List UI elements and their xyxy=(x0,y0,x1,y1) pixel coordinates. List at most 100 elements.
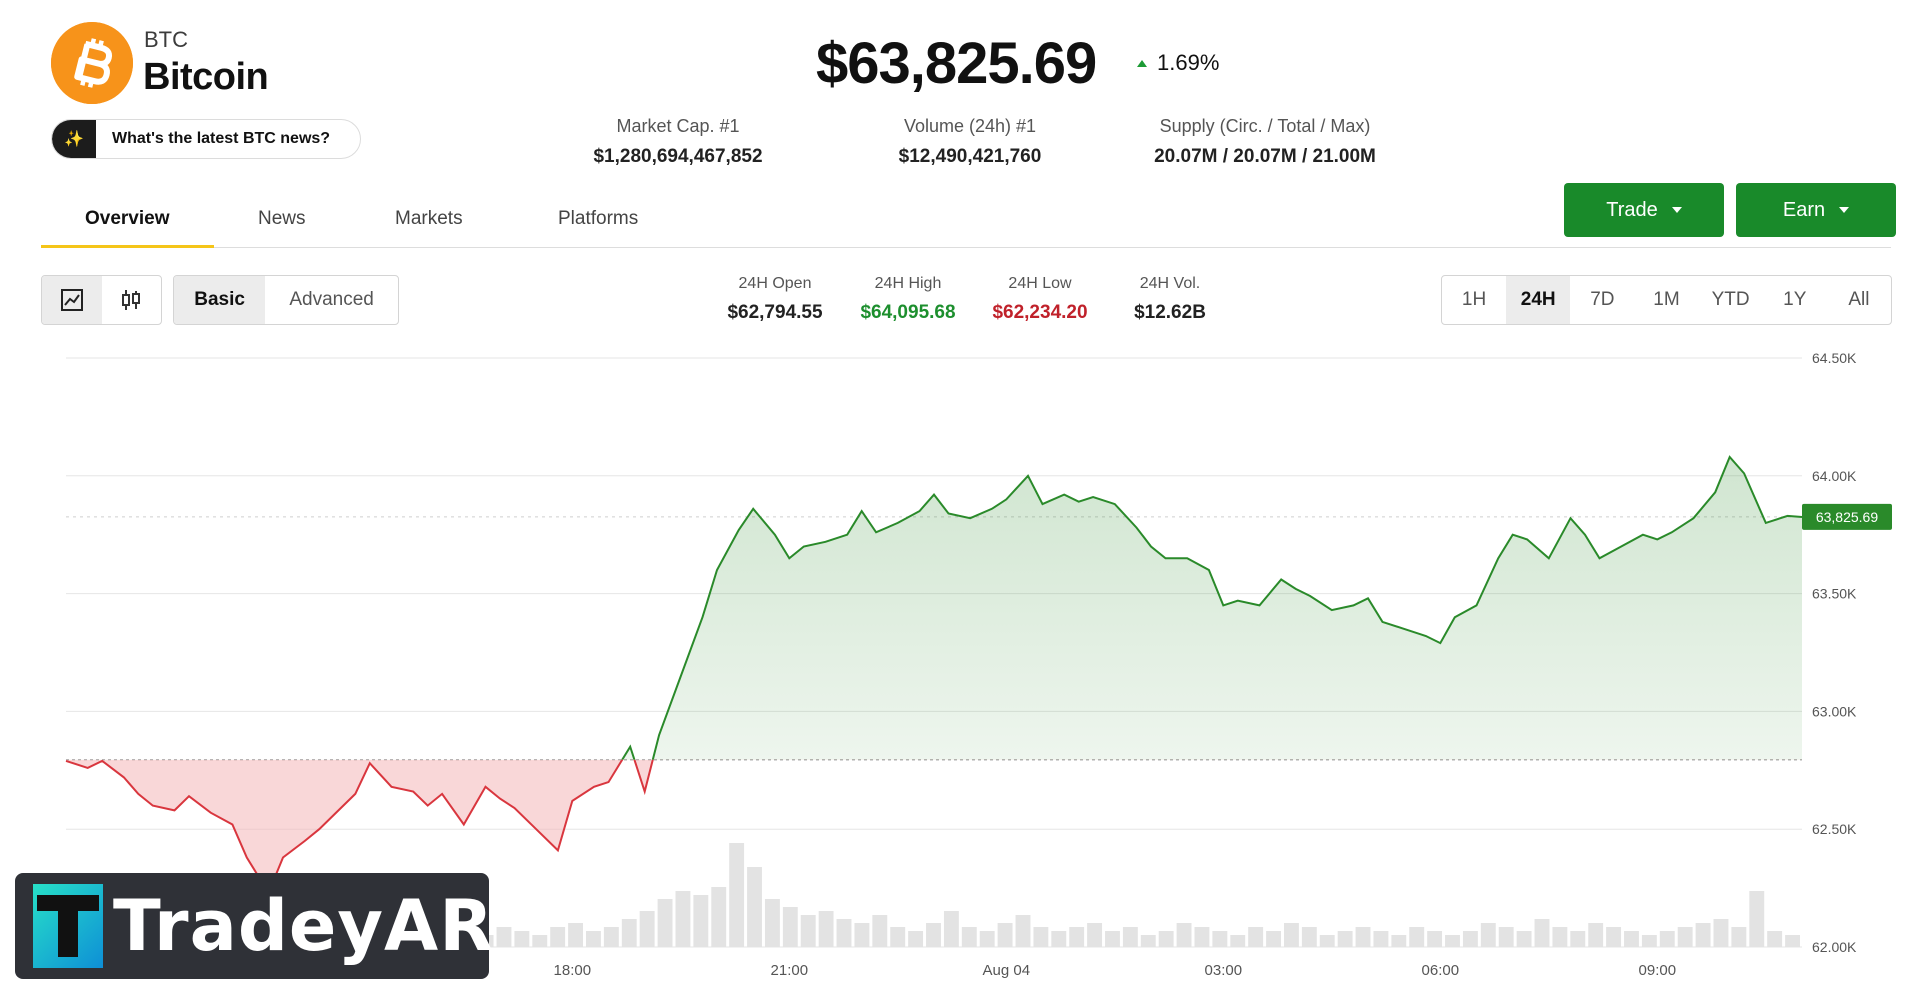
volume-bar xyxy=(908,931,924,947)
volume-bar xyxy=(1069,927,1085,947)
watermark-text: TradeyAR xyxy=(113,885,495,967)
vol-value: $12.62B xyxy=(1134,302,1206,323)
volume-bar xyxy=(1570,931,1586,947)
sparkle-icon: ✨ xyxy=(52,120,96,158)
volume-bar xyxy=(1158,931,1174,947)
range-7d[interactable]: 7D xyxy=(1590,289,1615,310)
candlestick-icon[interactable] xyxy=(102,276,162,324)
volume-bar xyxy=(1373,931,1389,947)
range-all[interactable]: All xyxy=(1848,289,1870,310)
asset-name: Bitcoin xyxy=(143,56,269,98)
volume-bar xyxy=(496,927,512,947)
volume-bar xyxy=(514,931,530,947)
y-tick-label: 63.50K xyxy=(1812,586,1857,602)
low-stat: 24H Low $62,234.20 xyxy=(970,275,1110,324)
volume-bar xyxy=(1301,927,1317,947)
volume-bar xyxy=(836,919,852,947)
current-price-tag xyxy=(1802,503,1892,530)
supply-label: Supply (Circ. / Total / Max) xyxy=(1159,116,1371,136)
volume-stat: Volume (24h) #1 $12,490,421,760 xyxy=(870,116,1070,168)
market-cap-stat: Market Cap. #1 $1,280,694,467,852 xyxy=(573,116,783,168)
supply-value: 20.07M / 20.07M / 21.00M xyxy=(1154,146,1376,167)
volume-bar xyxy=(997,923,1013,947)
volume-bar xyxy=(1337,931,1353,947)
volume-bar xyxy=(693,895,709,947)
y-tick-label: 62.00K xyxy=(1812,939,1857,955)
volume-bar xyxy=(1051,931,1067,947)
range-1h[interactable]: 1H xyxy=(1461,289,1487,310)
line-chart-icon[interactable] xyxy=(42,276,102,324)
volume-bar xyxy=(1355,927,1371,947)
volume-bar xyxy=(1677,927,1693,947)
current-price: $63,825.69 xyxy=(816,31,1097,96)
volume-bar xyxy=(1534,919,1550,947)
volume-bar xyxy=(1659,931,1675,947)
range-1y[interactable]: 1Y xyxy=(1783,289,1807,310)
volume-bar xyxy=(1749,891,1765,947)
vol-stat: 24H Vol. $12.62B xyxy=(1110,275,1230,324)
volume-bar xyxy=(1176,923,1192,947)
volume-bar xyxy=(568,923,584,947)
volume-bar xyxy=(1015,915,1031,947)
open-stat: 24H Open $62,794.55 xyxy=(705,275,845,324)
volume-bar xyxy=(1462,931,1478,947)
earn-button[interactable]: Earn xyxy=(1736,183,1896,237)
price-line-up xyxy=(102,455,1803,760)
volume-bar xyxy=(872,915,888,947)
volume-bar xyxy=(1230,935,1246,947)
high-stat: 24H High $64,095.68 xyxy=(838,275,978,324)
chevron-down-icon xyxy=(1839,207,1850,213)
trade-button-label: Trade xyxy=(1606,198,1658,221)
tab-bar: Overview News Markets Platforms xyxy=(41,198,1891,248)
volume-bar xyxy=(1588,923,1604,947)
volume-bar xyxy=(1641,935,1657,947)
low-label: 24H Low xyxy=(1008,275,1072,292)
tab-markets[interactable]: Markets xyxy=(395,208,463,229)
trade-button[interactable]: Trade xyxy=(1564,183,1724,237)
volume-label: Volume (24h) #1 xyxy=(903,116,1037,136)
volume-bar xyxy=(1033,927,1049,947)
volume-bar xyxy=(782,907,798,947)
volume-bar xyxy=(1266,931,1281,947)
tab-overview[interactable]: Overview xyxy=(85,208,170,229)
y-tick-label: 64.00K xyxy=(1812,468,1857,484)
high-value: $64,095.68 xyxy=(860,302,956,323)
volume-bar xyxy=(1319,935,1335,947)
volume-bar xyxy=(657,899,673,947)
volume-bar xyxy=(639,911,655,947)
high-label: 24H High xyxy=(874,275,942,292)
volume-bar xyxy=(711,887,727,947)
tab-platforms[interactable]: Platforms xyxy=(558,208,639,229)
mode-advanced[interactable]: Advanced xyxy=(289,289,374,310)
range-1m[interactable]: 1M xyxy=(1653,289,1680,310)
open-value: $62,794.55 xyxy=(727,302,823,323)
supply-stat: Supply (Circ. / Total / Max) 20.07M / 20… xyxy=(1120,116,1410,168)
volume-bar xyxy=(1498,927,1514,947)
volume-bar xyxy=(747,867,762,947)
volume-bar xyxy=(854,923,870,947)
volume-bar xyxy=(1624,931,1639,947)
market-cap-value: $1,280,694,467,852 xyxy=(593,146,763,167)
volume-bar xyxy=(1695,923,1711,947)
active-tab-indicator xyxy=(41,245,214,248)
volume-bar xyxy=(764,899,780,947)
y-tick-label: 63.00K xyxy=(1812,703,1857,719)
volume-bar xyxy=(1445,935,1460,947)
tab-news[interactable]: News xyxy=(258,208,306,229)
mode-basic[interactable]: Basic xyxy=(174,276,266,324)
volume-bar xyxy=(1122,927,1138,947)
range-24h[interactable]: 24H xyxy=(1506,276,1571,324)
range-ytd[interactable]: YTD xyxy=(1711,289,1750,310)
volume-bar xyxy=(729,843,745,947)
volume-bar xyxy=(979,931,995,947)
volume-bar xyxy=(1480,923,1496,947)
time-range-selector: 1H 24H 7D 1M YTD 1Y All xyxy=(1441,275,1892,325)
volume-bar xyxy=(1248,927,1264,947)
volume-bar xyxy=(1194,927,1210,947)
volume-bar xyxy=(1767,931,1783,947)
volume-bar xyxy=(550,927,566,947)
volume-bar xyxy=(1427,931,1443,947)
latest-news-button[interactable]: ✨ What's the latest BTC news? xyxy=(51,119,361,159)
volume-bar xyxy=(1552,927,1568,947)
open-label: 24H Open xyxy=(738,275,812,292)
